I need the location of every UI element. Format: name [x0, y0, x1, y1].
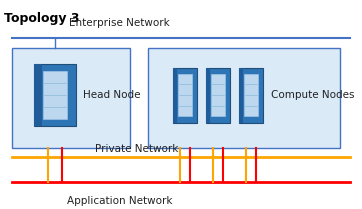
FancyBboxPatch shape	[148, 48, 340, 148]
FancyBboxPatch shape	[178, 74, 191, 116]
FancyBboxPatch shape	[239, 68, 263, 122]
Text: Private Network: Private Network	[95, 144, 178, 154]
FancyBboxPatch shape	[239, 68, 243, 122]
Text: Compute Nodes: Compute Nodes	[271, 90, 354, 100]
Text: Enterprise Network: Enterprise Network	[69, 18, 170, 28]
Text: Head Node: Head Node	[83, 90, 140, 100]
FancyBboxPatch shape	[12, 48, 130, 148]
FancyBboxPatch shape	[43, 71, 67, 119]
FancyBboxPatch shape	[34, 64, 42, 126]
FancyBboxPatch shape	[34, 64, 76, 126]
FancyBboxPatch shape	[211, 74, 224, 116]
FancyBboxPatch shape	[173, 68, 197, 122]
FancyBboxPatch shape	[244, 74, 258, 116]
Text: Application Network: Application Network	[67, 196, 172, 206]
Text: Topology 3: Topology 3	[4, 12, 80, 25]
FancyBboxPatch shape	[173, 68, 177, 122]
FancyBboxPatch shape	[206, 68, 210, 122]
FancyBboxPatch shape	[206, 68, 230, 122]
